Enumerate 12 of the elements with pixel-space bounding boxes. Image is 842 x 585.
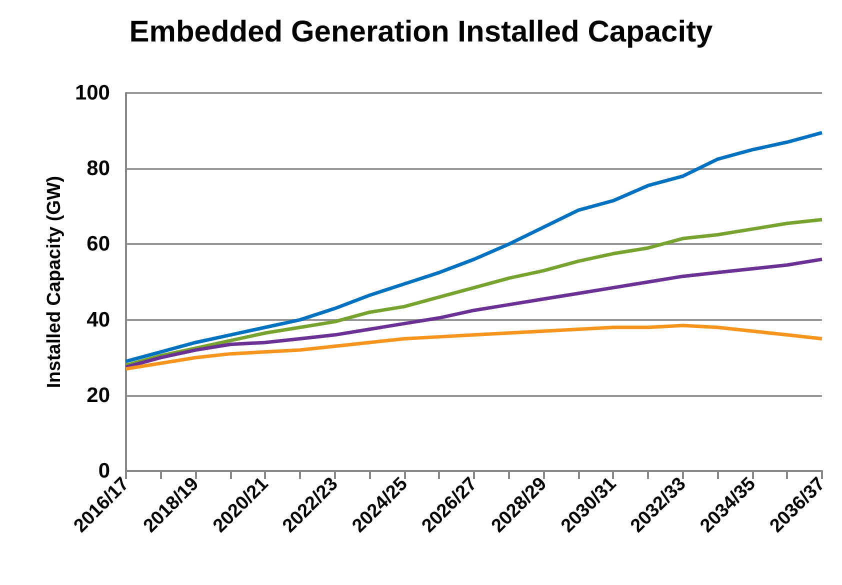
line-series xyxy=(124,258,824,369)
line-series xyxy=(124,324,824,371)
y-tick-label: 20 xyxy=(86,384,110,407)
y-tick-label: 0 xyxy=(98,460,110,482)
y-tick-label: 100 xyxy=(74,82,110,104)
y-axis-title: Installed Capacity (GW) xyxy=(44,176,65,388)
y-tick-label: 60 xyxy=(86,232,110,256)
line-series xyxy=(124,130,824,364)
y-tick-label: 80 xyxy=(86,157,110,180)
y-tick-label: 40 xyxy=(86,308,110,332)
line-series xyxy=(124,218,824,367)
chart-title: Embedded Generation Installed Capacity xyxy=(129,16,714,48)
